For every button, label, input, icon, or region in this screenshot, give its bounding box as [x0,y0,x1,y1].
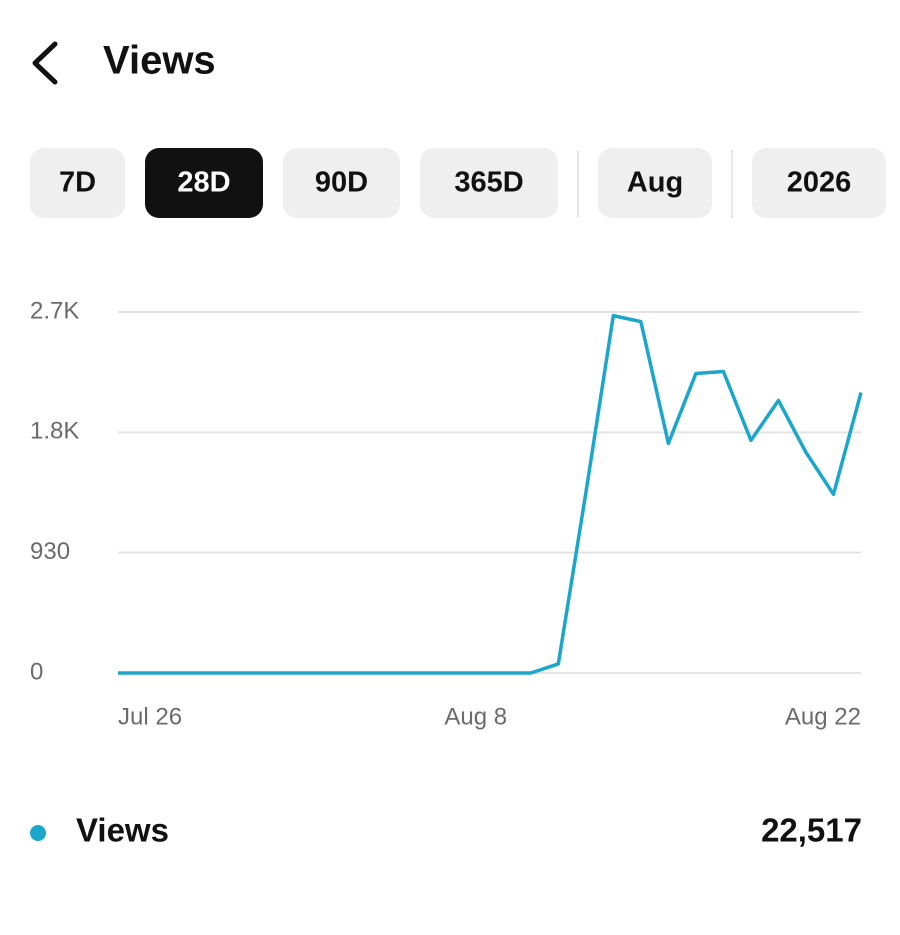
total-value: 22,517 [761,812,862,849]
tab[interactable] [30,148,125,218]
page-title: Views [103,39,216,83]
y-tick-label: 1.8K [30,418,79,445]
tab-label[interactable]: 365D [454,167,523,199]
x-tick-label: Aug 8 [444,703,507,730]
tab[interactable] [752,148,886,218]
back-button[interactable] [32,41,58,85]
tab-label[interactable]: 2026 [787,167,852,199]
x-tick-label: Jul 26 [118,703,182,730]
tab-label[interactable]: 7D [59,167,96,199]
tab-label[interactable]: 90D [315,167,368,199]
tab-label[interactable]: 28D [177,167,230,199]
tab[interactable] [145,148,263,218]
x-tick-label: Aug 22 [785,703,861,730]
legend-dot [30,825,46,841]
tab-label[interactable]: Aug [627,167,683,199]
y-tick-label: 0 [30,658,43,685]
y-tick-label: 930 [30,538,70,565]
tab[interactable] [598,148,712,218]
y-tick-label: 2.7K [30,297,79,324]
legend-label: Views [76,812,169,849]
line-series [118,313,863,675]
tab[interactable] [420,148,558,218]
tab[interactable] [283,148,400,218]
